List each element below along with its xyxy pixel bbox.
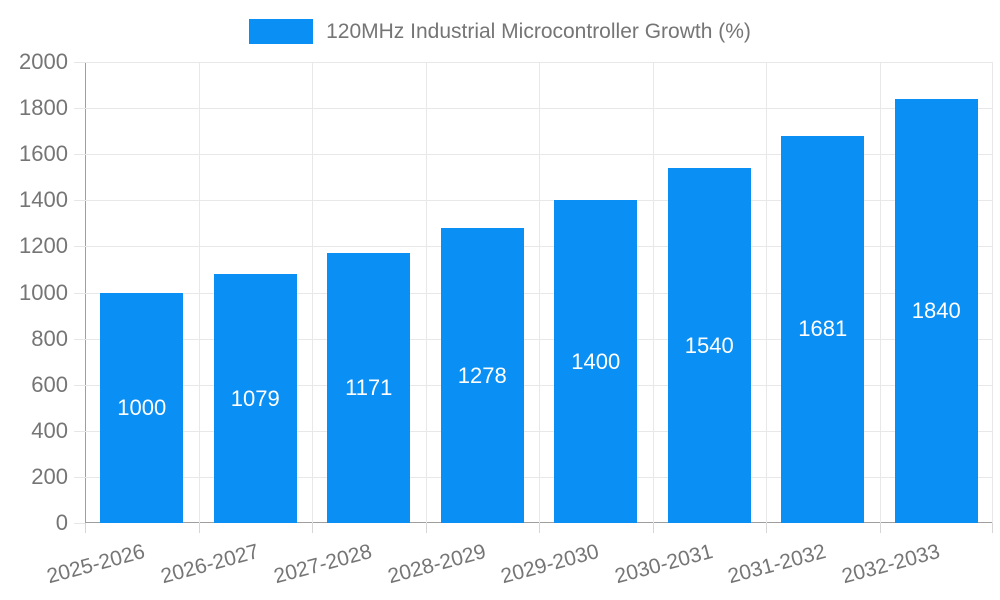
v-gridline <box>653 62 654 523</box>
bar-value-label: 1000 <box>117 394 167 420</box>
y-axis-tick-label: 200 <box>31 463 68 489</box>
x-axis-tick <box>199 523 200 533</box>
bar: 1400 <box>554 200 638 523</box>
y-axis-tick <box>74 200 85 202</box>
y-axis-tick-label: 1000 <box>19 279 68 305</box>
v-gridline <box>880 62 881 523</box>
y-axis-tick-label: 600 <box>31 371 68 397</box>
v-gridline <box>539 62 540 523</box>
x-axis-tick <box>539 523 540 533</box>
x-axis-tick <box>653 523 654 533</box>
legend-swatch <box>249 19 314 44</box>
x-axis-tick-label-text: 2028-2029 <box>385 540 489 589</box>
x-axis-tick <box>880 523 881 533</box>
bar-value-label: 1400 <box>571 348 621 374</box>
bar: 1079 <box>213 274 297 523</box>
x-axis-tick-label-text: 2027-2028 <box>271 540 375 589</box>
y-axis-tick <box>74 523 85 524</box>
v-gridline <box>426 62 427 523</box>
y-axis-labels: 0 200 400 600 800 1000 1200 1400 1600 1800 2000 <box>0 51 68 534</box>
y-axis-tick-label: 2000 <box>19 49 68 74</box>
y-axis-tick-label: 1800 <box>19 95 68 121</box>
y-axis-tick-label: 1400 <box>19 187 68 213</box>
y-axis-tick <box>74 108 85 110</box>
bar-value-label: 1079 <box>230 385 280 411</box>
x-axis-labels: 2025-2026 2026-2027 2027-2028 2028-2029 2029… <box>45 540 993 600</box>
x-axis-tick-label-text: 2032-2033 <box>839 540 943 589</box>
y-axis-tick-label: 400 <box>31 417 68 443</box>
bar-value-label: 1540 <box>684 332 734 358</box>
x-axis-tick <box>85 523 86 533</box>
v-gridline <box>992 62 993 523</box>
bar: 1000 <box>100 292 184 523</box>
x-axis-tick <box>312 523 313 533</box>
v-gridline <box>199 62 200 523</box>
y-axis-tick-label: 800 <box>31 325 68 351</box>
v-gridline <box>766 62 767 523</box>
x-axis-tick <box>766 523 767 533</box>
x-axis-tick-label-text: 2031-2032 <box>725 540 829 589</box>
bar: 1681 <box>781 135 865 523</box>
x-axis-tick-label-text: 2030-2031 <box>612 540 716 589</box>
bar: 1840 <box>894 98 978 523</box>
y-axis-tick <box>74 384 85 386</box>
y-axis-tick-label: 0 <box>55 510 68 535</box>
x-axis-tick <box>426 523 427 533</box>
plot-area: 1000 1079 1171 1278 1400 1540 1681 1840 <box>74 62 993 533</box>
v-gridline <box>312 62 313 523</box>
x-axis-tick <box>992 523 993 533</box>
y-axis-tick <box>74 246 85 248</box>
bar-value-label: 1681 <box>798 316 848 342</box>
legend-label: 120MHz Industrial Microcontroller Growth… <box>326 19 751 43</box>
bar-value-label: 1278 <box>457 362 507 388</box>
y-axis-tick <box>74 338 85 340</box>
bar: 1540 <box>667 168 751 523</box>
bar-value-label: 1171 <box>345 375 393 401</box>
y-axis-tick-label: 1200 <box>19 233 68 259</box>
y-axis-tick-label: 1600 <box>19 141 68 167</box>
x-axis-tick-label-text: 2029-2030 <box>498 540 602 589</box>
bar: 1171 <box>327 253 411 523</box>
x-axis-tick-label-text: 2026-2027 <box>158 540 262 589</box>
x-axis-tick-label-text: 2025-2026 <box>44 540 148 589</box>
y-axis-tick <box>74 430 85 432</box>
bar-value-label: 1840 <box>911 297 961 323</box>
bar: 1278 <box>440 228 524 523</box>
y-axis-tick <box>74 476 85 478</box>
y-axis-tick <box>74 62 85 63</box>
y-axis-tick <box>74 292 85 294</box>
y-axis-tick <box>74 154 85 156</box>
legend: 120MHz Industrial Microcontroller Growth… <box>0 19 1000 44</box>
